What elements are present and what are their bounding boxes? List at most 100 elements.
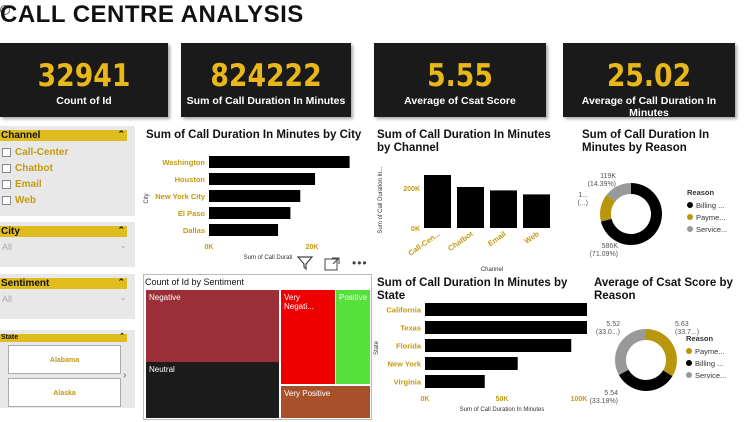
y-axis-label: State	[374, 340, 380, 355]
filter-icon[interactable]	[296, 255, 314, 271]
bar	[425, 375, 485, 388]
option-label: Call-Center	[15, 146, 69, 158]
donut-slice	[600, 194, 616, 222]
cell-label: Very Positive	[284, 389, 331, 398]
kpi-value: 25.02	[606, 58, 692, 94]
tick-label: 0K	[421, 396, 430, 403]
option-label: Web	[15, 194, 36, 206]
data-label: (33.7...)	[675, 329, 699, 336]
kpi-value: 824222	[210, 58, 322, 94]
category-label: Washington	[162, 158, 205, 167]
tick-label: 0K	[411, 226, 420, 233]
category-label: Texas	[400, 324, 421, 333]
kpi-value: 5.55	[427, 58, 493, 94]
y-axis-label: Sum of Call Duration In...	[378, 166, 384, 233]
legend-label: Service...	[696, 225, 727, 234]
channel-option-email[interactable]: Email	[0, 176, 135, 192]
category-label: Houston	[175, 175, 206, 184]
state-option-alaska[interactable]: Alaska	[8, 378, 121, 407]
kpi-label: Average of Csat Score	[404, 95, 516, 107]
legend-marker	[686, 372, 692, 378]
chevron-right-icon[interactable]: ›	[123, 370, 127, 381]
option-label: Email	[15, 178, 42, 190]
data-label: (71.09%)	[590, 251, 618, 258]
legend-label: Service...	[695, 371, 726, 380]
sentiment-slicer: Sentiment ⌃ All ⌄	[0, 274, 135, 319]
treemap-cell-neutral[interactable]: Neutral	[146, 362, 279, 418]
channel-option-chatbot[interactable]: Chatbot	[0, 160, 135, 176]
category-label: Chatbot	[446, 229, 475, 253]
bar	[209, 207, 291, 219]
category-label: California	[386, 306, 421, 315]
checkbox[interactable]	[2, 179, 11, 189]
donut-slice	[600, 183, 662, 245]
reason-donut-chart: 586K(71.09%) 1...(...) 119K(14.39%) Reason B…	[578, 173, 728, 258]
checkbox[interactable]	[2, 147, 11, 157]
state-option-alabama[interactable]: Alabama	[8, 345, 121, 374]
x-axis-label: Sum of Call Duration In Minutes	[460, 407, 545, 413]
slicer-header: City ⌃	[0, 225, 127, 237]
chevron-up-icon[interactable]: ⌃	[117, 277, 125, 287]
treemap-cell-very-negative[interactable]: Very Negati...	[281, 290, 335, 384]
sentiment-dropdown[interactable]: All ⌄	[0, 292, 135, 304]
data-label: (33.18%)	[590, 398, 618, 405]
bar	[490, 190, 517, 228]
more-options-icon[interactable]: •••	[352, 256, 368, 270]
legend-marker	[687, 202, 693, 208]
tick-label: 200K	[403, 186, 420, 193]
dropdown-value: All	[2, 294, 13, 304]
chevron-up-icon[interactable]: ⌃	[119, 333, 125, 340]
city-slicer: City ⌃ All ⌄	[0, 222, 135, 267]
sentiment-treemap: Count of Id by Sentiment Negative Neutra…	[143, 274, 372, 420]
chevron-up-icon[interactable]: ⌃	[117, 225, 125, 235]
treemap-cell-very-positive[interactable]: Very Positive	[281, 386, 370, 418]
category-label: Web	[523, 229, 541, 246]
state-slicer: State ⌃ Alabama Alaska ›	[0, 330, 135, 408]
chevron-down-icon[interactable]: ⌄	[119, 292, 127, 302]
chart-title-channel: Sum of Call Duration In Minutes by Chann…	[377, 129, 551, 154]
back-icon[interactable]	[0, 5, 10, 15]
chevron-up-icon[interactable]: ⌃	[117, 129, 125, 139]
tick-label: 100K	[571, 396, 587, 403]
legend-label: Payme...	[696, 213, 726, 222]
data-label: 5.54	[604, 390, 618, 397]
legend-marker	[687, 214, 693, 220]
bar	[209, 190, 301, 202]
data-label: 119K	[600, 173, 616, 180]
cell-label: Very Negati...	[284, 293, 314, 311]
legend-label: Payme...	[695, 347, 725, 356]
bar	[424, 175, 451, 228]
category-label: Florida	[396, 342, 422, 351]
expand-icon[interactable]	[324, 257, 340, 271]
channel-option-web[interactable]: Web	[0, 192, 135, 208]
channel-bar-chart: 0K 200K Call-Cen... Chatbot Email Web Channel S…	[378, 166, 550, 272]
checkbox[interactable]	[2, 163, 11, 173]
treemap-cell-negative[interactable]: Negative	[146, 290, 279, 362]
donut-slice	[646, 329, 677, 377]
bar	[523, 194, 550, 228]
legend-marker	[686, 360, 692, 366]
bar	[209, 156, 350, 168]
donut-slice	[615, 329, 646, 376]
kpi-label: Count of Id	[56, 95, 112, 107]
slicer-header: Channel ⌃	[0, 129, 127, 141]
category-label: Email	[486, 229, 508, 248]
chevron-down-icon[interactable]: ⌄	[119, 240, 127, 250]
x-axis-label: Sum of Call Durati	[244, 255, 293, 261]
option-label: Chatbot	[15, 162, 53, 174]
bar	[209, 173, 316, 185]
legend-label: Billing ...	[696, 201, 724, 210]
data-label: (...)	[578, 200, 589, 207]
channel-option-call-center[interactable]: Call-Center	[0, 144, 135, 160]
legend-label: Billing ...	[695, 359, 723, 368]
slicer-title: Sentiment	[1, 278, 50, 289]
treemap-cell-positive[interactable]: Positive	[336, 290, 370, 384]
city-dropdown[interactable]: All ⌄	[0, 240, 135, 252]
chart-title-state: Sum of Call Duration In Minutes by State	[377, 277, 568, 302]
cell-label: Neutral	[149, 365, 175, 374]
legend-title: Reason	[686, 334, 714, 343]
checkbox[interactable]	[2, 195, 11, 205]
chart-title-csat: Average of Csat Score by Reason	[594, 277, 733, 302]
cell-label: Positive	[339, 293, 368, 302]
tick-label: 20K	[306, 244, 319, 251]
